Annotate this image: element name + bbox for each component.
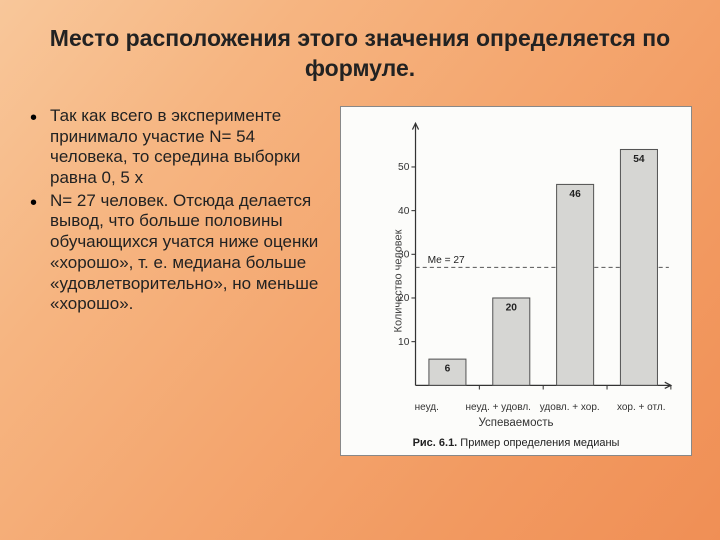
svg-text:20: 20 — [398, 293, 410, 304]
svg-text:Me = 27: Me = 27 — [428, 255, 465, 266]
figure-caption: Рис. 6.1. Пример определения медианы — [341, 437, 691, 449]
x-category: удовл. + хор. — [534, 402, 606, 413]
x-category: неуд. — [391, 402, 463, 413]
bullet-list: Так как всего в эксперименте принимало у… — [28, 106, 328, 315]
x-axis-title: Успеваемость — [341, 417, 691, 429]
svg-text:54: 54 — [633, 154, 645, 165]
content-row: Так как всего в эксперименте принимало у… — [28, 106, 692, 456]
x-category: хор. + отл. — [606, 402, 678, 413]
svg-text:40: 40 — [398, 205, 410, 216]
bullet-item: Так как всего в эксперименте принимало у… — [28, 106, 328, 189]
svg-text:30: 30 — [398, 249, 410, 260]
bar-chart-svg: 10 20 30 40 50 Me = 27 6 20 46 54 — [391, 117, 677, 400]
svg-text:10: 10 — [398, 336, 410, 347]
svg-text:50: 50 — [398, 162, 410, 173]
caption-rest: Пример определения медианы — [457, 437, 619, 449]
caption-bold: Рис. 6.1. — [413, 437, 458, 449]
x-category-labels: неуд.неуд. + удовл.удовл. + хор.хор. + о… — [391, 402, 677, 413]
slide: Место расположения этого значения опреде… — [0, 0, 720, 540]
svg-text:46: 46 — [569, 189, 581, 200]
svg-text:20: 20 — [506, 302, 518, 313]
x-category: неуд. + удовл. — [463, 402, 535, 413]
chart-panel: Количество человек 1020304050Me = 276204… — [340, 106, 692, 456]
bullet-item: N= 27 человек. Отсюда делается вывод, чт… — [28, 191, 328, 315]
slide-title: Место расположения этого значения опреде… — [28, 24, 692, 84]
chart-area: 10 20 30 40 50 Me = 27 6 20 46 54 — [391, 117, 677, 400]
svg-text:6: 6 — [445, 363, 451, 374]
text-column: Так как всего в эксперименте принимало у… — [28, 106, 328, 456]
